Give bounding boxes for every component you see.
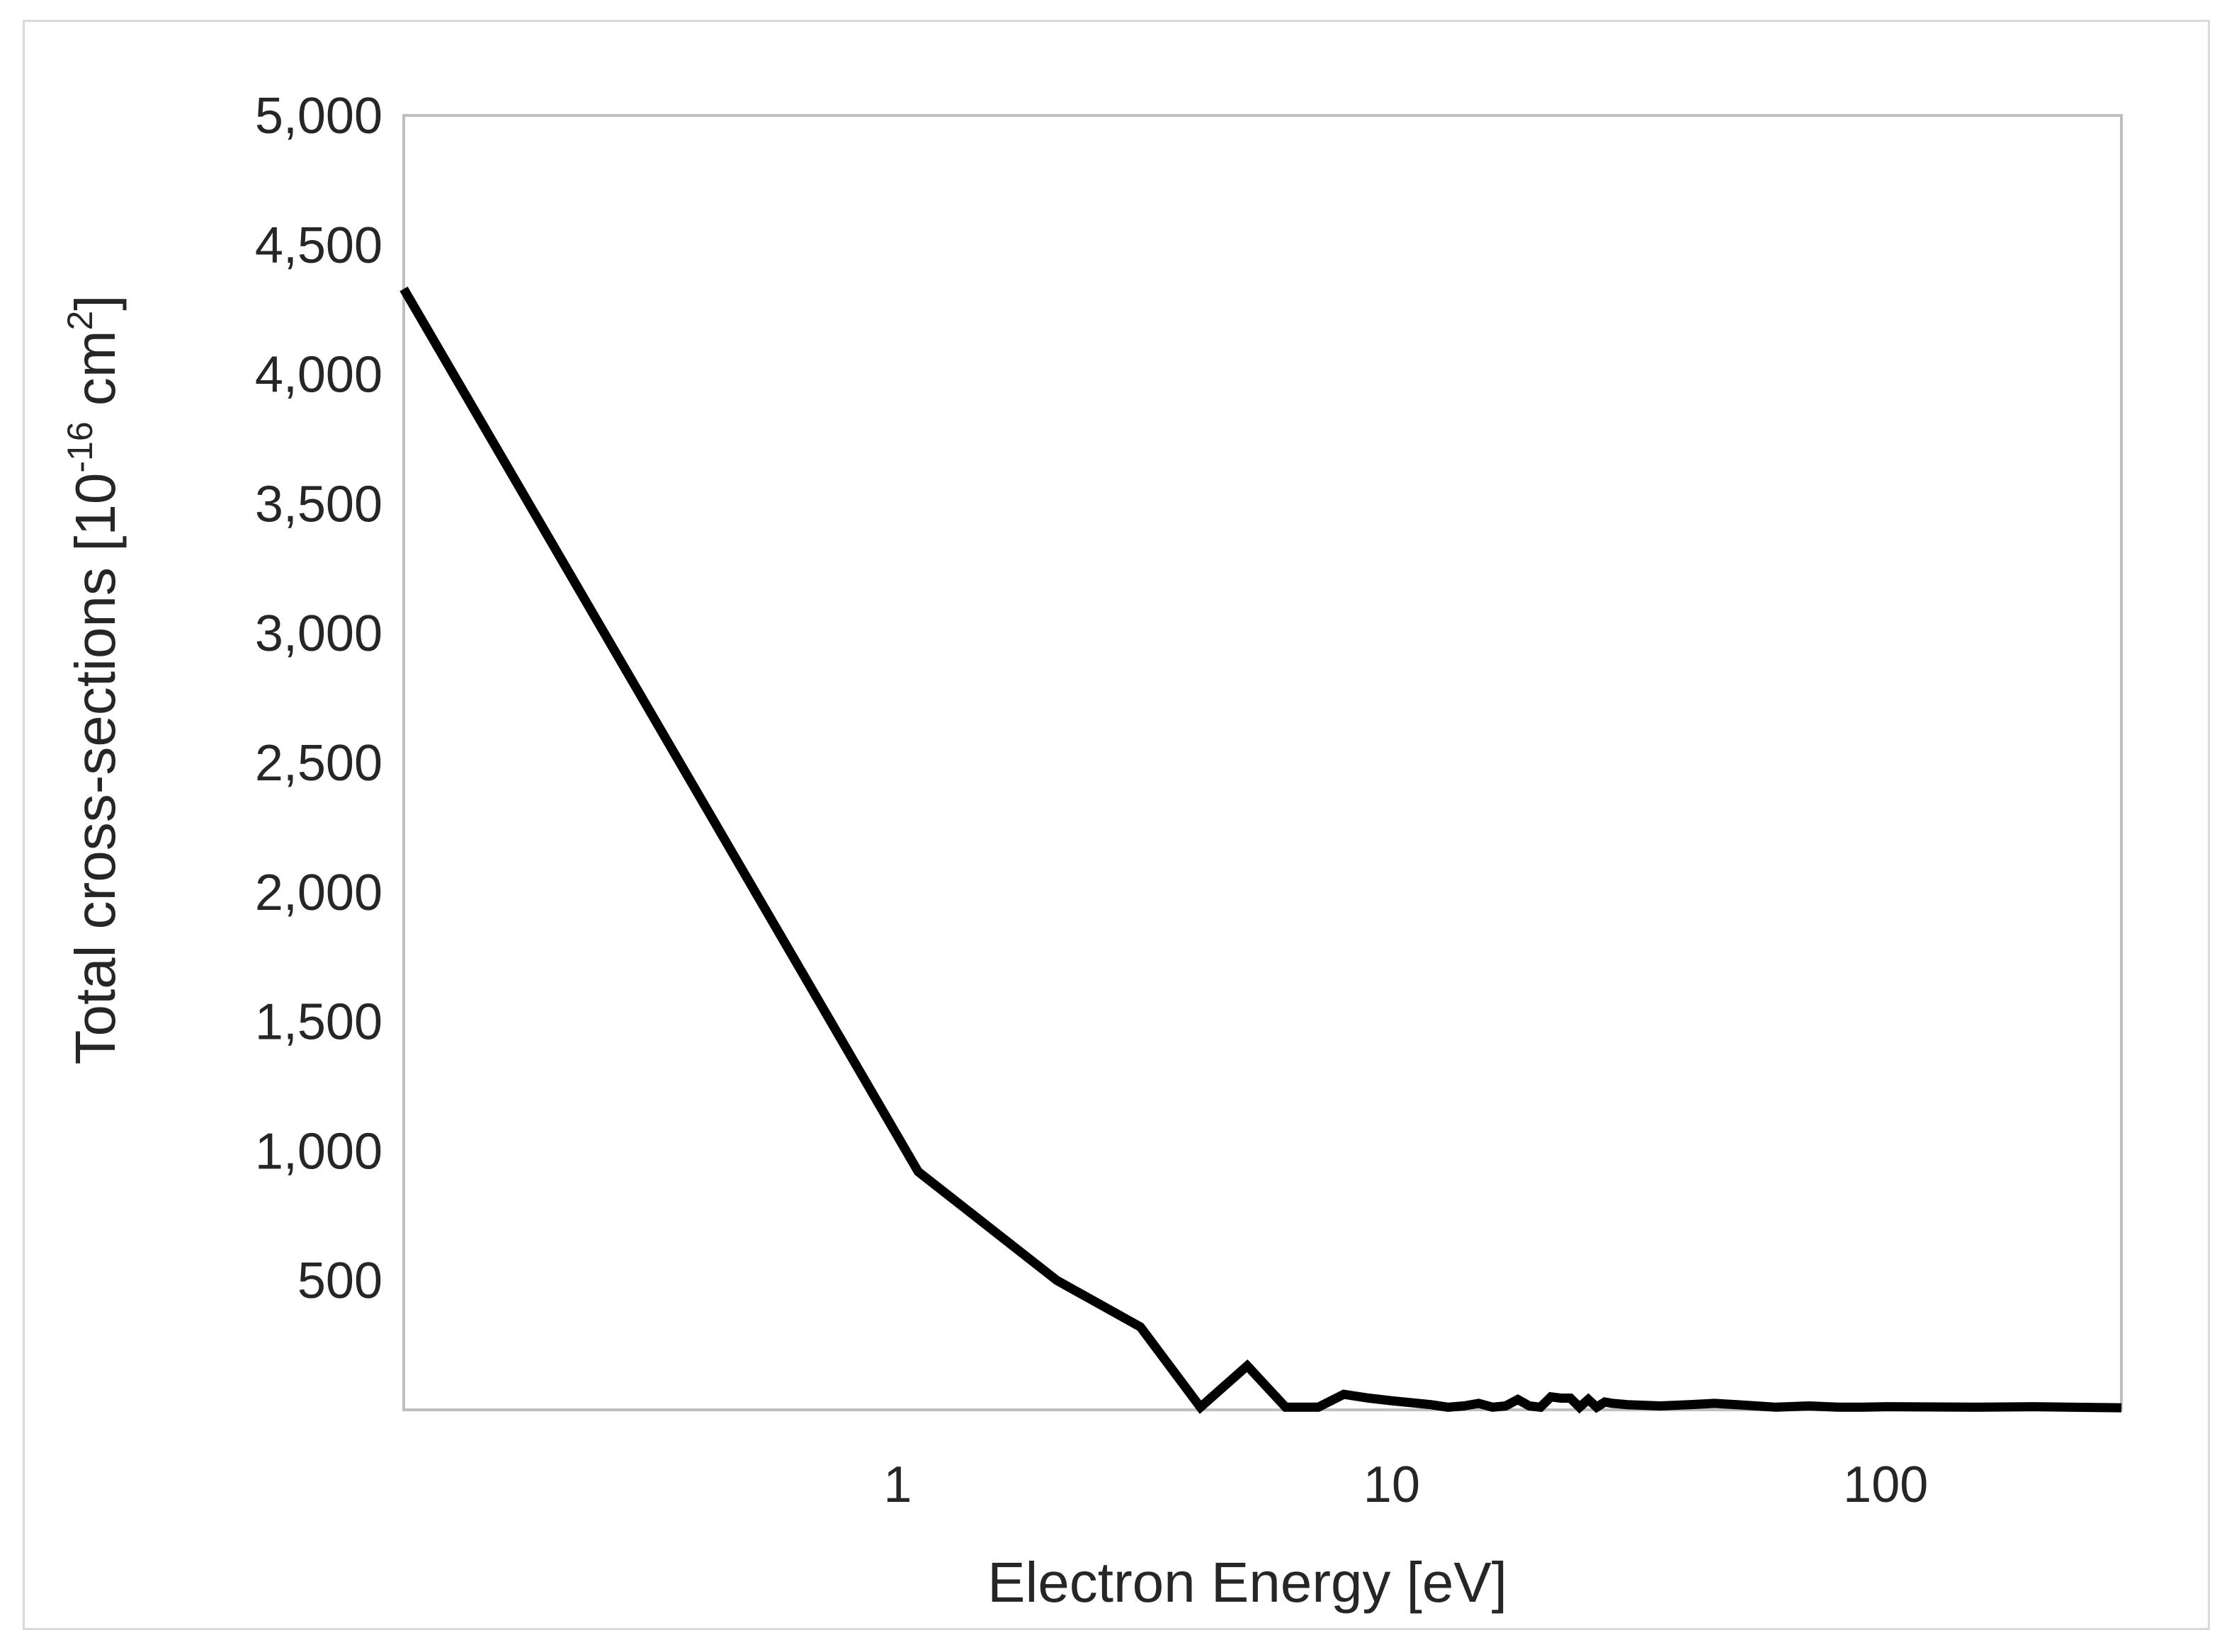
y-tick-label: 4,500 bbox=[255, 217, 382, 274]
x-tick-label: 10 bbox=[1363, 1457, 1420, 1513]
plot-area bbox=[402, 114, 2123, 1411]
y-tick-label: 4,000 bbox=[255, 347, 382, 404]
series-line-total-cross-sections bbox=[399, 286, 2122, 1414]
x-tick-label: 1 bbox=[883, 1457, 912, 1513]
y-tick-label: 2,000 bbox=[255, 865, 382, 921]
y-axis-title: Total cross-sections [10-16 cm2] bbox=[60, 295, 127, 1064]
y-tick-label: 1,500 bbox=[255, 994, 382, 1051]
x-tick-label: 100 bbox=[1843, 1457, 1928, 1513]
y-axis-title-unit-exponent: 2 bbox=[60, 311, 100, 331]
x-axis-title: Electron Energy [eV] bbox=[987, 1551, 1507, 1614]
y-tick-label: 3,000 bbox=[255, 605, 382, 662]
y-tick-label: 2,500 bbox=[255, 735, 382, 792]
y-tick-label: 1,000 bbox=[255, 1123, 382, 1180]
y-tick-label: 500 bbox=[297, 1253, 382, 1309]
y-tick-label: 5,000 bbox=[255, 88, 382, 144]
y-tick-label: 3,500 bbox=[255, 476, 382, 532]
y-axis-title-unit: cm bbox=[64, 331, 127, 422]
y-axis-title-suffix: ] bbox=[64, 295, 127, 310]
y-axis-title-prefix: Total cross-sections [10 bbox=[64, 473, 127, 1065]
y-axis-title-exponent: -16 bbox=[60, 421, 100, 472]
